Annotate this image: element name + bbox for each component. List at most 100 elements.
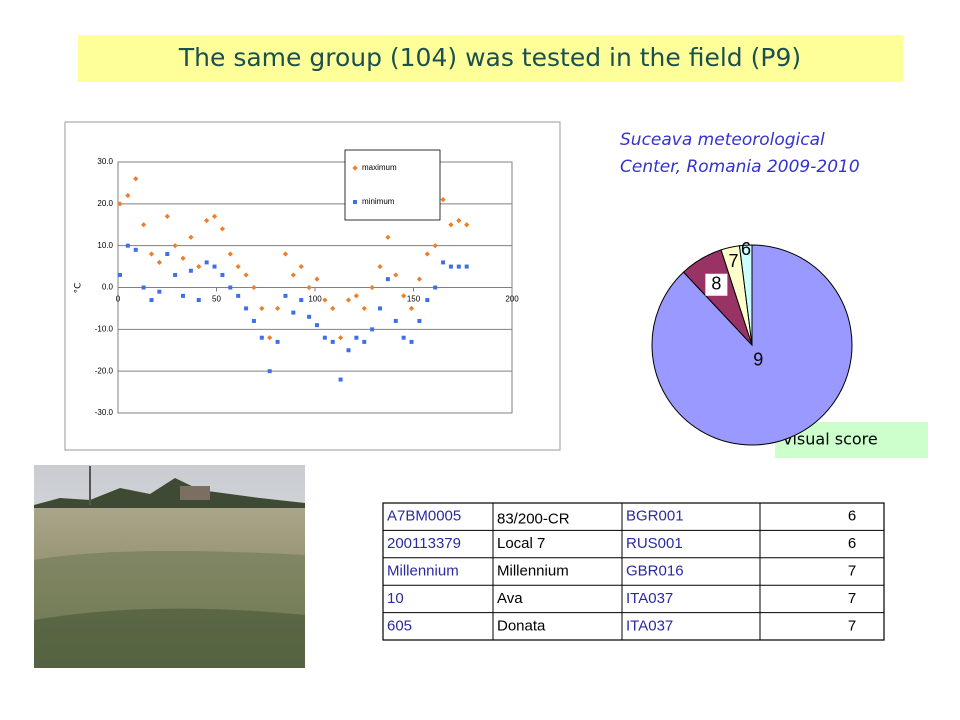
title-box [78,35,903,82]
pie-annotation: visual score [783,430,878,449]
table-cell: 10 [387,590,404,607]
min-point [141,285,146,290]
min-point [196,298,201,303]
pie-label: 7 [728,251,738,271]
max-point [377,263,383,270]
pie-label: 6 [741,239,751,259]
min-point [117,272,122,277]
max-point [440,197,446,203]
max-point [274,305,281,312]
photo [34,465,305,668]
min-point [275,339,280,344]
max-point [243,272,249,278]
max-point [408,305,415,312]
pie-label-bg [705,273,728,296]
min-point [173,272,178,277]
min-point [354,335,359,340]
pie-label: 9 [753,350,763,370]
max-point [219,226,226,232]
min-point [283,293,288,298]
min-point [385,277,390,282]
min-point [188,268,193,273]
table-cell: 200113379 [387,535,461,552]
y-tick-label: 0.0 [102,283,114,292]
max-point [125,192,131,199]
table-cell: 7 [848,562,856,579]
min-point [322,335,327,340]
max-point [416,276,423,282]
table-cell: BGR001 [626,508,684,525]
max-point [369,284,375,291]
min-point [425,298,430,303]
legend-marker [352,165,358,171]
legend-label: minimum [362,197,395,206]
min-point [393,318,398,323]
min-point [133,247,138,252]
max-point [385,234,391,240]
min-point [212,264,217,269]
min-point [220,272,225,277]
min-point [228,285,233,290]
max-point [353,293,359,299]
min-point [401,335,406,340]
max-point [235,263,241,270]
min-point [362,339,367,344]
min-point [251,318,256,323]
max-point [330,305,336,312]
max-point [141,222,147,228]
legend-label: maximum [362,163,397,172]
max-point [251,284,257,291]
table-cell: Millennium [387,562,459,579]
max-point [290,272,296,278]
slide-title: The same group (104) was tested in the f… [178,43,801,72]
max-point [314,276,320,282]
max-point [306,284,312,291]
min-point [259,335,264,340]
table-cell: A7BM0005 [387,508,461,525]
min-point [299,298,304,303]
max-point [464,222,470,228]
table-cell: 83/200-CR [497,511,570,528]
min-point [149,298,154,303]
min-point [378,306,383,311]
max-point [267,335,273,341]
max-point [448,222,454,228]
max-point [393,272,399,278]
min-point [441,260,446,265]
table-cell: ITA037 [626,617,673,634]
min-point [338,377,343,382]
max-point [196,263,202,270]
max-point [164,213,170,219]
max-point [401,293,407,299]
max-point [188,234,194,240]
max-point [172,243,178,249]
y-tick-label: -20.0 [95,366,114,375]
x-tick-label: 0 [116,295,121,304]
y-tick-label: -30.0 [95,408,114,417]
table-cell: Ava [497,590,523,607]
pie-label: 8 [711,273,721,293]
min-point [204,260,209,265]
x-tick-label: 100 [308,295,322,304]
y-tick-label: 20.0 [97,199,113,208]
table-cell: ITA037 [626,590,673,607]
min-point [456,264,461,269]
max-point [211,213,218,219]
max-point [432,243,438,249]
table-cell: 6 [848,535,856,552]
pie-slice [738,244,753,346]
min-point [165,252,170,257]
max-point [456,217,462,224]
table-cell: 7 [848,590,856,607]
max-point [133,176,139,182]
x-tick-label: 150 [407,295,421,304]
y-axis-label: °C [74,283,84,294]
min-point [236,293,241,298]
y-tick-label: -10.0 [95,324,114,333]
min-point [125,243,130,248]
y-tick-label: 30.0 [97,157,113,166]
max-point [361,305,367,312]
min-point [330,339,335,344]
table-cell: 6 [848,508,856,525]
